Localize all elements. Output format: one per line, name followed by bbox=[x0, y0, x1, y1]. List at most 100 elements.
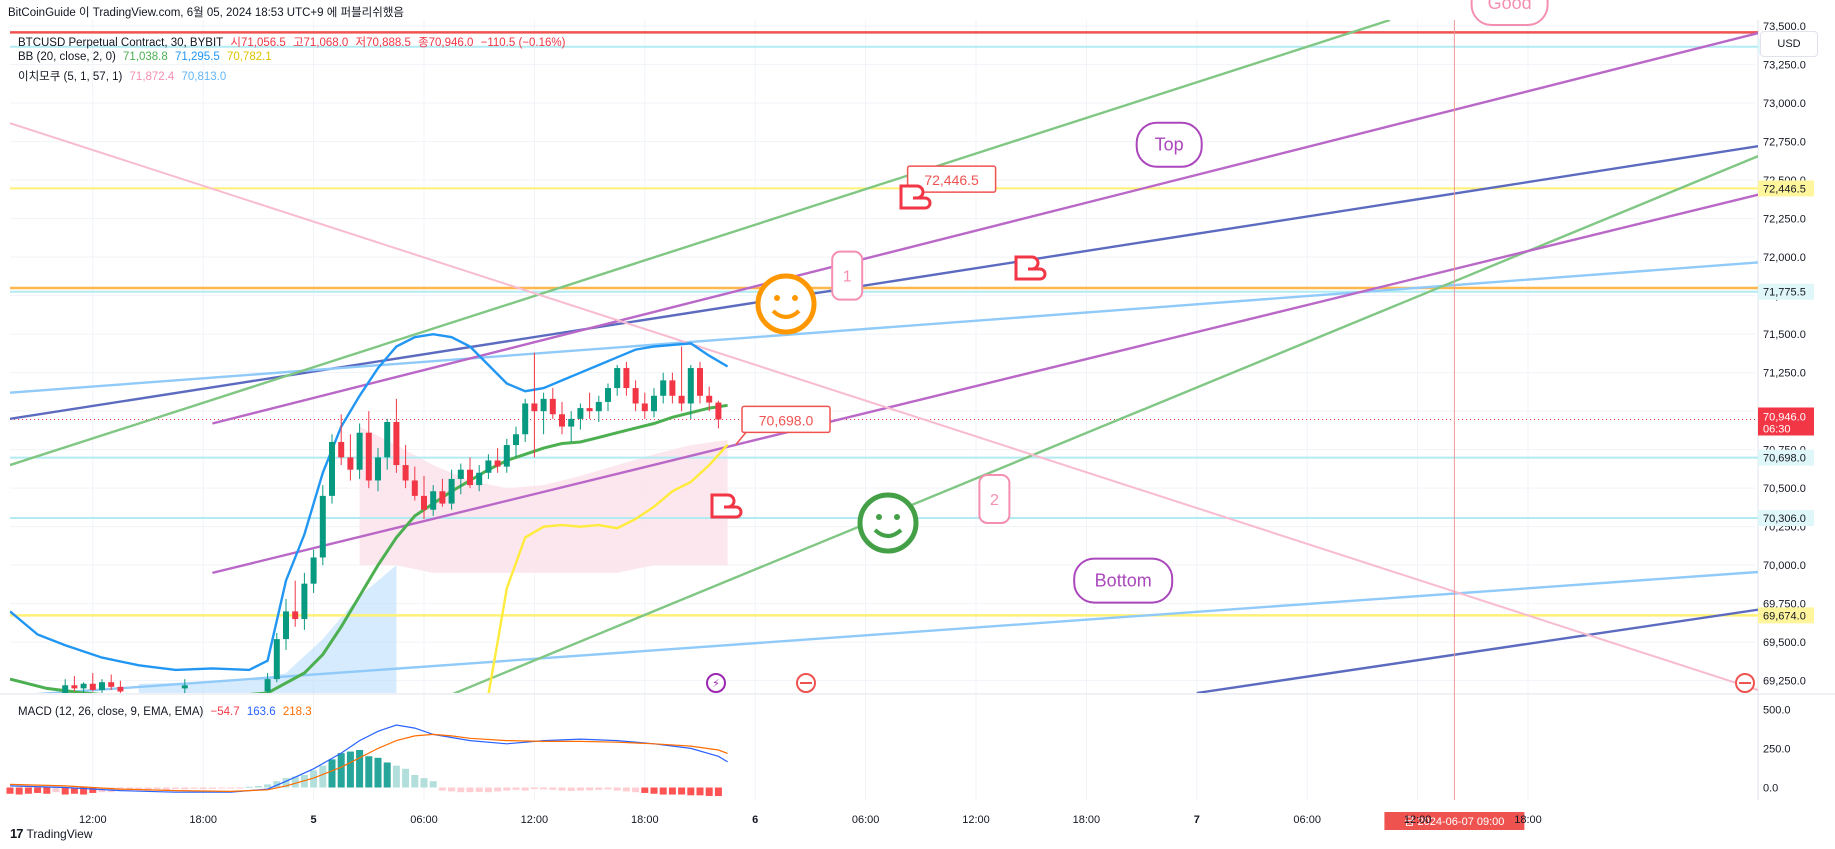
candle-body bbox=[595, 401, 602, 412]
trend-line bbox=[452, 154, 1758, 693]
trend-lines bbox=[10, 20, 1758, 693]
price-callout-pointer bbox=[735, 431, 747, 445]
macd-hist-bar bbox=[466, 787, 474, 793]
last-price-label: 70,946.0 bbox=[1763, 411, 1806, 423]
candle-body bbox=[476, 472, 483, 486]
happy-face-icon-eye bbox=[774, 295, 780, 301]
macd-line-value: 163.6 bbox=[246, 706, 276, 718]
time-tick-label: 06:00 bbox=[1293, 814, 1321, 826]
macd-hist-bar bbox=[172, 787, 180, 790]
macd-hist-bar bbox=[586, 787, 594, 791]
price-tick-label: 72,250.0 bbox=[1763, 214, 1806, 226]
macd-hist-bar bbox=[540, 787, 548, 790]
candle-body bbox=[715, 402, 722, 420]
pointing-hand-icon bbox=[899, 184, 932, 210]
happy-face-icon-green-eye bbox=[894, 514, 900, 520]
macd-legend: MACD (12, 26, close, 9, EMA, EMA) −54.7 … bbox=[18, 706, 316, 718]
candle-body bbox=[531, 403, 538, 412]
candle-body bbox=[273, 639, 280, 680]
bb-lower-value: 70,782.1 bbox=[226, 51, 272, 63]
symbol-label: BTCUSD Perpetual Contract, 30, BYBIT bbox=[18, 37, 224, 49]
tradingview-logo-icon: 17 bbox=[10, 826, 24, 841]
time-tick-label: 12:00 bbox=[521, 814, 549, 826]
candle-body bbox=[301, 583, 308, 620]
candle-body bbox=[494, 460, 501, 467]
happy-face-icon-green bbox=[857, 492, 919, 554]
bb-upper-line bbox=[10, 332, 729, 672]
candle-body bbox=[181, 685, 188, 689]
macd-hist-bar bbox=[420, 778, 428, 788]
macd-hist-bar bbox=[6, 787, 14, 794]
time-tick-label: 18:00 bbox=[1514, 814, 1542, 826]
macd-hist-bar bbox=[494, 787, 502, 792]
macd-hist-bar bbox=[328, 759, 336, 788]
candle-body bbox=[669, 380, 676, 396]
bb-upper-value: 71,295.5 bbox=[174, 51, 220, 63]
candle-body bbox=[568, 418, 575, 427]
cloud-area-pink bbox=[359, 426, 728, 573]
candle-body bbox=[108, 682, 115, 687]
axes: 0.0250.0500.069,250.069,500.069,750.070,… bbox=[79, 21, 1814, 826]
macd-hist-bar bbox=[678, 787, 686, 795]
bb-basis-value: 71,038.8 bbox=[123, 51, 168, 63]
annotations[interactable]: 금 2024-06-07 09:00 72,446.5 70,698.0 Top Bot… bbox=[706, 0, 1755, 830]
horizontal-lines bbox=[10, 31, 1758, 617]
ichimoku-value-2: 70,813.0 bbox=[181, 71, 227, 83]
price-tick-label: 71,500.0 bbox=[1763, 329, 1806, 341]
candle-body bbox=[421, 495, 427, 510]
bb-lower-line bbox=[487, 443, 729, 693]
macd-hist-bar bbox=[558, 787, 566, 791]
price-tag-bg bbox=[1758, 283, 1814, 300]
macd-hist-bar bbox=[153, 787, 161, 790]
pointing-hand-icon bbox=[1014, 255, 1047, 281]
high-value: 고71,068.0 bbox=[292, 37, 349, 49]
candle-body bbox=[706, 395, 713, 403]
macd-hist-bar bbox=[521, 787, 529, 791]
cloud-area-blue bbox=[138, 565, 397, 693]
macd-hist-bar bbox=[282, 778, 290, 788]
bb-legend: BB (20, close, 2, 0) 71,038.8 71,295.5 7… bbox=[18, 51, 276, 63]
time-tick-label: 12:00 bbox=[962, 814, 990, 826]
price-tag-label: 72,446.5 bbox=[1763, 183, 1806, 195]
happy-face-icon-green-eye bbox=[876, 514, 882, 520]
time-tick-label: 18:00 bbox=[631, 814, 659, 826]
lightning-event-icon bbox=[706, 673, 726, 693]
macd-hist-bar bbox=[24, 787, 32, 794]
trend-line bbox=[10, 20, 1391, 467]
macd-hist-bar bbox=[530, 787, 538, 790]
macd-hist-bar bbox=[650, 787, 658, 794]
candle-body bbox=[347, 457, 354, 470]
trend-line bbox=[1196, 608, 1758, 693]
bb-label: BB (20, close, 2, 0) bbox=[18, 51, 116, 63]
macd-hist-value: −54.7 bbox=[210, 706, 240, 718]
macd-hist-bar bbox=[52, 787, 60, 793]
macd-hist-bar bbox=[337, 753, 345, 788]
trend-line bbox=[10, 122, 1758, 692]
candle-body bbox=[430, 491, 437, 510]
bubble-callout-text: Bottom bbox=[1095, 571, 1152, 591]
candle-body bbox=[549, 398, 556, 415]
candle-body bbox=[687, 368, 694, 404]
macd-hist-bar bbox=[613, 787, 621, 791]
bubble-callout bbox=[1073, 557, 1174, 604]
candle-body bbox=[632, 388, 639, 404]
price-callout-text: 70,698.0 bbox=[759, 412, 814, 428]
currency-button[interactable]: USD bbox=[1760, 31, 1818, 57]
macd-hist-bar bbox=[254, 785, 262, 788]
macd-hist-bar bbox=[383, 762, 391, 788]
tradingview-brand: TradingView bbox=[26, 826, 93, 841]
price-tick-label: 69,250.0 bbox=[1763, 676, 1806, 688]
candle-body bbox=[62, 685, 69, 693]
candle-body bbox=[375, 457, 381, 481]
candle-body bbox=[467, 469, 473, 486]
low-value: 저70,888.5 bbox=[355, 37, 411, 49]
price-tag-label: 69,674.0 bbox=[1763, 610, 1806, 622]
ichimoku-legend: 이치모쿠 (5, 1, 57, 1) 71,872.4 70,813.0 bbox=[18, 68, 230, 84]
price-tag-label: 71,775.5 bbox=[1763, 287, 1806, 299]
macd-hist-bar bbox=[61, 787, 69, 795]
happy-face-icon-green-mouth bbox=[873, 528, 903, 538]
macd-hist-bar bbox=[484, 787, 492, 793]
macd-hist-bar bbox=[34, 787, 42, 793]
macd-hist-bar bbox=[402, 768, 410, 788]
